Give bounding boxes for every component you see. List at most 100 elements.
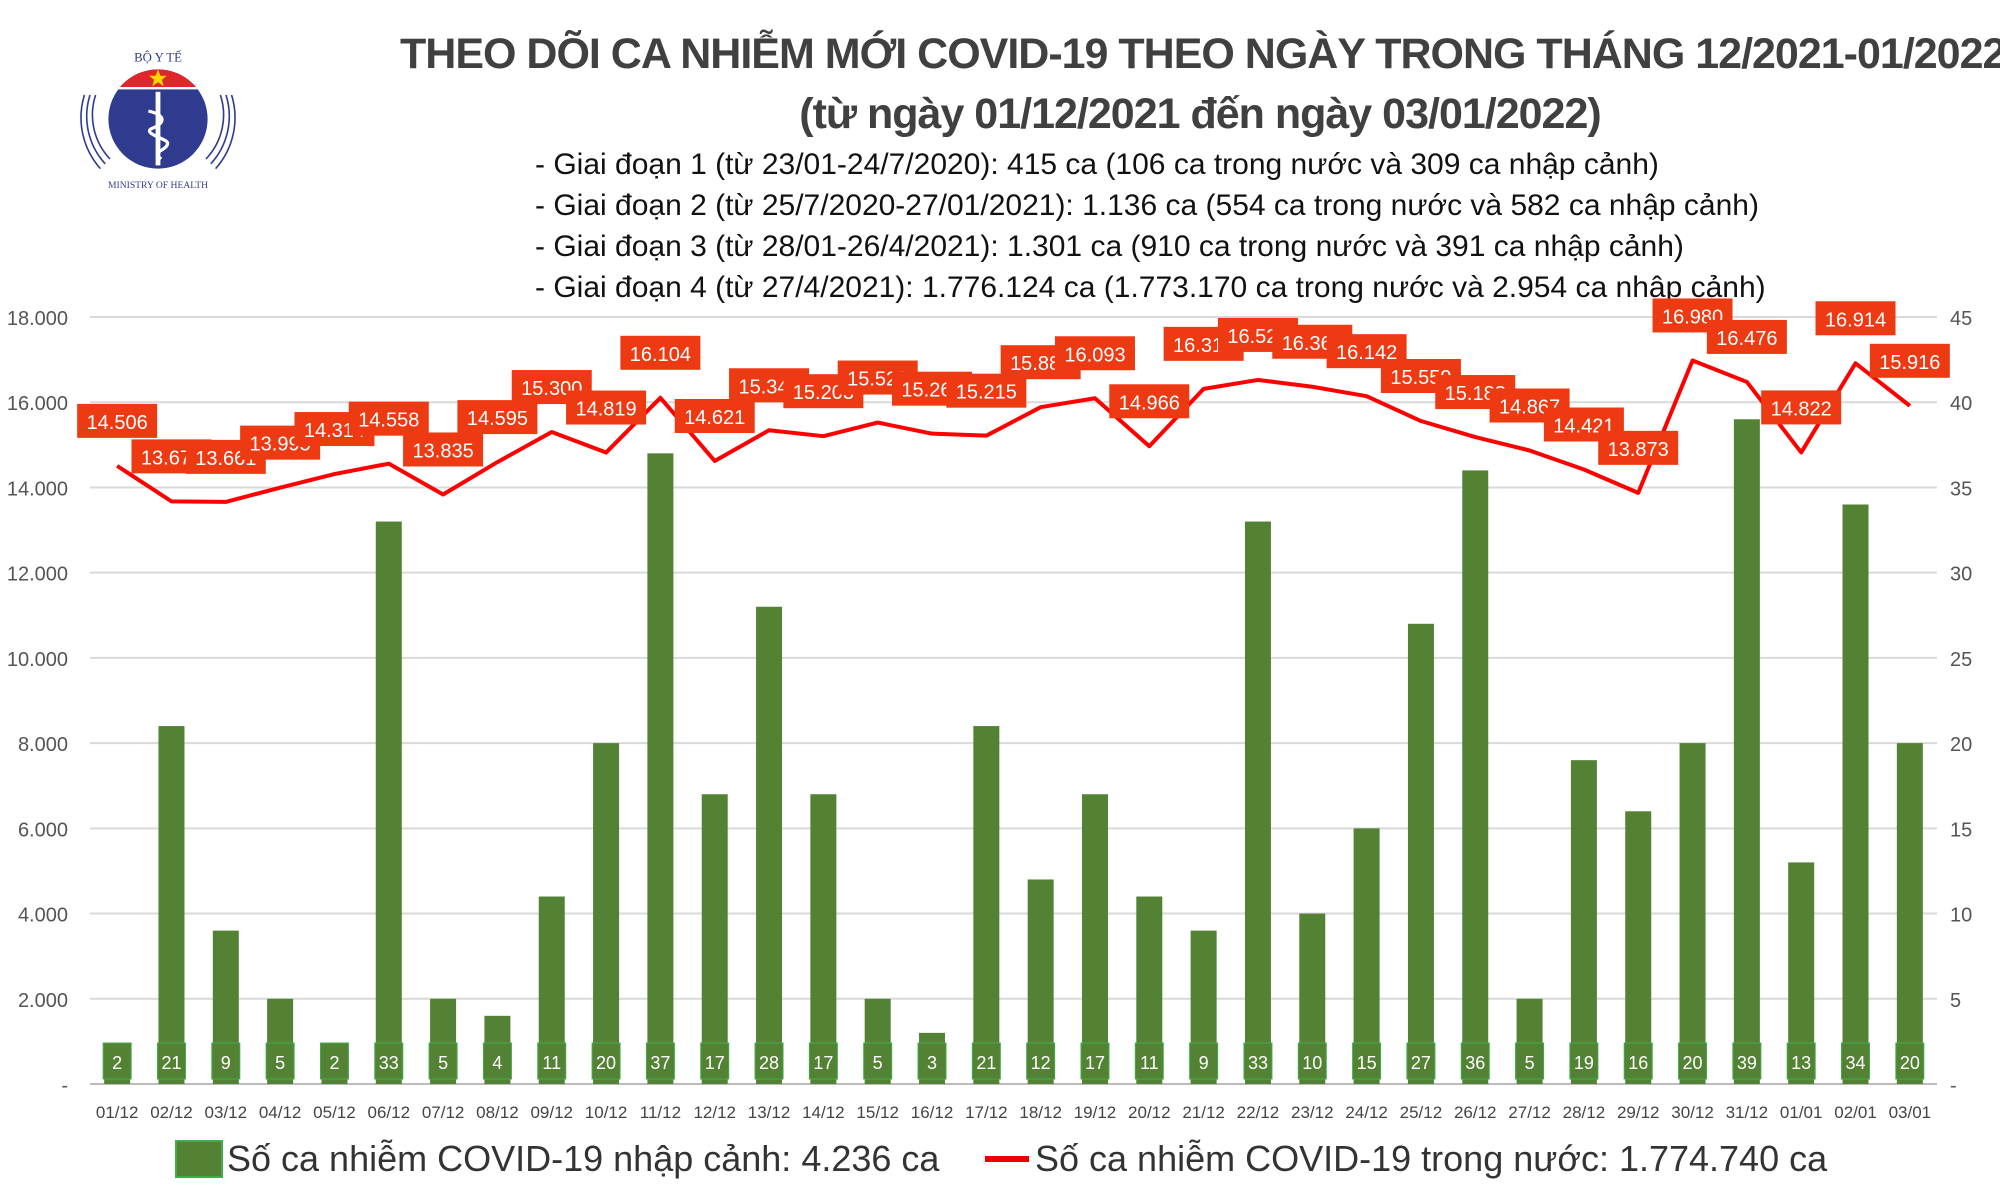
bar: [1570, 760, 1597, 1084]
y-left-tick-label: 14.000: [7, 478, 68, 500]
line-data-label: 16.093: [1064, 344, 1125, 366]
bar-label-box: [1134, 1042, 1164, 1080]
x-tick-label: 28/12: [1563, 1103, 1606, 1122]
bar-label-box: [102, 1042, 132, 1080]
line-data-label: 16.914: [1825, 309, 1886, 331]
bar: [1679, 743, 1706, 1084]
line-data-label: 14.621: [684, 407, 745, 429]
bar-data-label: 33: [1248, 1053, 1268, 1073]
bar-data-label: 2: [329, 1053, 339, 1073]
x-tick-label: 22/12: [1237, 1103, 1280, 1122]
bar-data-label: 21: [976, 1053, 996, 1073]
line-data-label: 16.104: [630, 344, 691, 366]
bar-label-box: [1841, 1042, 1871, 1080]
bar-data-label: 33: [379, 1053, 399, 1073]
legend-bar-swatch: [175, 1140, 223, 1178]
bar-data-label: 11: [542, 1053, 561, 1073]
line-label-box: [566, 390, 647, 425]
x-tick-label: 04/12: [259, 1103, 302, 1122]
bar: [1625, 811, 1652, 1084]
line-label-box: [946, 373, 1027, 408]
bar-label-box: [1080, 1042, 1110, 1080]
bar-label-box: [482, 1042, 512, 1080]
bar-label-box: [1243, 1042, 1273, 1080]
bar: [158, 726, 185, 1084]
bar-data-label: 9: [1199, 1053, 1209, 1073]
line-data-label: 14.966: [1119, 392, 1180, 414]
x-tick-label: 03/12: [205, 1103, 248, 1122]
chart-subtitle: (từ ngày 01/12/2021 đến ngày 03/01/2022): [799, 90, 1601, 138]
bar-data-label: 5: [275, 1053, 285, 1073]
bar-data-label: 13: [1791, 1053, 1811, 1073]
bar-label-box: [1623, 1042, 1653, 1080]
stage-1-text: - Giai đoạn 1 (từ 23/01-24/7/2020): 415 …: [535, 148, 1659, 181]
bar-label-box: [1515, 1042, 1545, 1080]
line-series: [116, 358, 1912, 504]
line-data-label: 16.476: [1716, 328, 1777, 350]
line-data-label: 15.215: [956, 382, 1017, 404]
bar: [1896, 743, 1923, 1084]
line-label-box: [403, 432, 484, 467]
chart-title: THEO DÕI CA NHIỄM MỚI COVID-19 THEO NGÀY…: [400, 30, 2000, 78]
bar-label-box: [1678, 1042, 1708, 1080]
bar-label-box: [1406, 1042, 1436, 1080]
bar-label-box: [808, 1042, 838, 1080]
x-tick-label: 01/01: [1780, 1103, 1823, 1122]
bar-data-label: 9: [221, 1053, 231, 1073]
bar-data-label: 16: [1628, 1053, 1648, 1073]
bar-data-label: 36: [1465, 1053, 1485, 1073]
line-data-label: 16.142: [1336, 342, 1397, 364]
stage-4-text: - Giai đoạn 4 (từ 27/4/2021): 1.776.124 …: [535, 271, 1766, 304]
bar-data-label: 20: [1683, 1053, 1703, 1073]
bar-data-label: 5: [1525, 1053, 1535, 1073]
x-tick-label: 23/12: [1291, 1103, 1334, 1122]
bar-label-box: [428, 1042, 458, 1080]
bar-data-label: 12: [1031, 1053, 1051, 1073]
x-tick-label: 26/12: [1454, 1103, 1497, 1122]
logo-top-text: BỘ Y TẾ: [134, 49, 182, 64]
x-tick-label: 02/01: [1834, 1103, 1877, 1122]
bar: [1733, 419, 1760, 1084]
bar-label-box: [1460, 1042, 1490, 1080]
line-label-box: [620, 335, 701, 370]
bar-label-box: [211, 1042, 241, 1080]
line-data-label: 14.506: [87, 412, 148, 434]
line-label-box: [1761, 390, 1842, 425]
bar: [973, 726, 1000, 1084]
y-right-tick-label: 20: [1950, 734, 1972, 756]
line-data-label: 14.822: [1771, 398, 1832, 420]
bar: [1842, 504, 1869, 1084]
line-label-box: [1815, 301, 1896, 336]
x-tick-label: 05/12: [313, 1103, 356, 1122]
x-tick-label: 20/12: [1128, 1103, 1171, 1122]
bar-label-box: [645, 1042, 675, 1080]
bar: [1081, 794, 1108, 1084]
line-label-box: [457, 400, 538, 435]
line-data-label: 13.873: [1608, 439, 1669, 461]
legend-item-bar: Số ca nhiễm COVID-19 nhập cảnh: 4.236 ca: [175, 1138, 939, 1180]
x-tick-label: 02/12: [150, 1103, 193, 1122]
bar-data-label: 3: [927, 1053, 937, 1073]
bar-data-label: 19: [1574, 1053, 1594, 1073]
line-data-label: 14.819: [575, 399, 636, 421]
bar: [756, 606, 783, 1084]
bar-label-box: [1189, 1042, 1219, 1080]
bar-label-box: [265, 1042, 295, 1080]
x-tick-label: 07/12: [422, 1103, 465, 1122]
x-tick-label: 14/12: [802, 1103, 845, 1122]
bar-data-label: 11: [1140, 1053, 1159, 1073]
x-tick-label: 12/12: [693, 1103, 736, 1122]
line-label-box: [348, 401, 429, 436]
bar-label-box: [537, 1042, 567, 1080]
bar-data-label: 20: [1900, 1053, 1920, 1073]
bar-label-box: [1895, 1042, 1925, 1080]
bar-label-box: [319, 1042, 349, 1080]
x-tick-label: 01/12: [96, 1103, 139, 1122]
bar-label-box: [1297, 1042, 1327, 1080]
line-label-box: [1054, 336, 1135, 371]
bar-data-label: 17: [813, 1053, 833, 1073]
bar: [701, 794, 728, 1084]
legend-bar-label: Số ca nhiễm COVID-19 nhập cảnh: 4.236 ca: [227, 1138, 940, 1179]
legend-line-swatch: [985, 1156, 1029, 1162]
line-label-box: [1706, 319, 1787, 354]
